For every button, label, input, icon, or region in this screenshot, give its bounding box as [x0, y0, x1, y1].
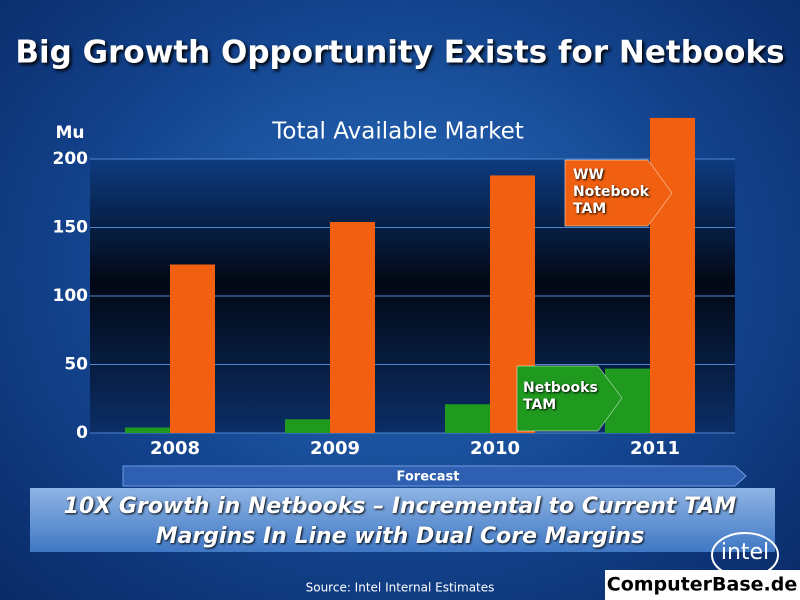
bar — [445, 404, 490, 433]
y-tick-label: 150 — [53, 218, 89, 238]
source: Source: Intel Internal Estimates — [306, 581, 495, 595]
callout-shapes — [516, 159, 673, 432]
legend-entry: WW Notebook TAM — [573, 167, 650, 217]
forecast-arrow — [122, 465, 747, 487]
y-tick-label: 0 — [76, 423, 88, 443]
bar — [330, 222, 375, 433]
chart-subtitle: Total Available Market — [271, 119, 524, 145]
footer-line: 10X Growth in Netbooks – Incremental to … — [64, 494, 737, 519]
forecast-label: Forecast — [397, 470, 460, 485]
x-tick-label: 2010 — [470, 438, 520, 459]
y-tick-label: 50 — [64, 355, 88, 375]
bar — [170, 264, 215, 433]
watermark-bg — [605, 570, 800, 600]
footer-line: Margins In Line with Dual Core Margins — [156, 524, 645, 549]
bar — [285, 419, 330, 433]
y-axis-label: Mu — [55, 123, 84, 143]
logo: intel — [721, 540, 769, 565]
chart-title: Big Growth Opportunity Exists for Netboo… — [15, 35, 784, 71]
y-tick-label: 100 — [53, 286, 89, 306]
watermark: ComputerBase.de — [607, 574, 797, 596]
footer-box — [30, 488, 775, 552]
bar — [125, 427, 170, 433]
x-tick-label: 2011 — [630, 438, 680, 459]
legend-entry: Netbooks TAM — [523, 380, 598, 413]
x-tick-label: 2009 — [310, 438, 360, 459]
bar — [650, 117, 695, 434]
x-tick-label: 2008 — [150, 438, 200, 459]
callout-arrow — [564, 159, 673, 227]
callout-arrow — [516, 365, 623, 432]
y-tick-label: 200 — [53, 149, 89, 169]
